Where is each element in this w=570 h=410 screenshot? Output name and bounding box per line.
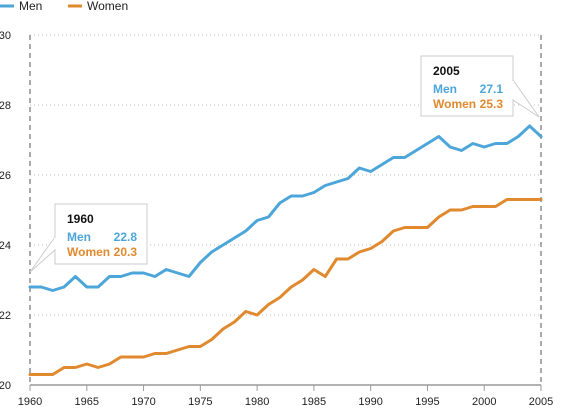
y-tick-label: 26 xyxy=(0,170,11,182)
callout-2005: 2005 Men 27.1 Women 25.3 xyxy=(420,55,540,118)
callout-year: 2005 xyxy=(433,64,460,78)
callout-pointer xyxy=(29,235,56,273)
callout-box xyxy=(420,55,514,117)
legend-label: Women xyxy=(87,0,128,13)
y-tick-label: 28 xyxy=(0,100,11,112)
callout-box xyxy=(54,203,148,265)
series-lines xyxy=(28,124,543,376)
x-tick-label: 1995 xyxy=(415,396,439,408)
legend: Men Women xyxy=(0,0,128,13)
y-tick-label: 20 xyxy=(0,380,11,392)
x-tick-label: 1960 xyxy=(18,396,42,408)
callout-women-label: Women xyxy=(433,97,476,111)
series-line-women xyxy=(28,198,543,376)
callout-pointer xyxy=(512,78,540,118)
legend-item-men: Men xyxy=(0,0,42,13)
x-tick-label: 1975 xyxy=(188,396,212,408)
y-tick-label: 22 xyxy=(0,310,11,322)
x-tick-label: 2000 xyxy=(472,396,496,408)
legend-label: Men xyxy=(19,0,42,13)
x-tick-label: 1985 xyxy=(302,396,326,408)
callout-men-label: Men xyxy=(433,82,457,96)
callout-men-value: 22.8 xyxy=(114,230,138,244)
callout-men-label: Men xyxy=(67,230,91,244)
callouts: 1960 Men 22.8 Women 20.3 2005 Men 27.1 Women 25.3 xyxy=(29,55,540,273)
callout-women-value: 25.3 xyxy=(480,97,504,111)
legend-item-women: Women xyxy=(68,0,128,13)
axes: 20 22 24 26 28 30 1960 1965 1970 1975 1980 1985 1990… xyxy=(0,30,553,408)
x-tick-label: 1970 xyxy=(131,396,155,408)
x-tick-label: 1990 xyxy=(358,396,382,408)
callout-1960: 1960 Men 22.8 Women 20.3 xyxy=(29,203,148,273)
callout-year: 1960 xyxy=(67,212,94,226)
x-tick-label: 2005 xyxy=(529,396,553,408)
y-tick-label: 24 xyxy=(0,240,11,252)
series-line-men xyxy=(28,124,543,292)
callout-women-label: Women xyxy=(67,245,110,259)
y-tick-label: 30 xyxy=(0,30,11,42)
x-tick-label: 1965 xyxy=(75,396,99,408)
callout-men-value: 27.1 xyxy=(480,82,504,96)
x-tick-label: 1980 xyxy=(245,396,269,408)
callout-women-value: 20.3 xyxy=(114,245,138,259)
